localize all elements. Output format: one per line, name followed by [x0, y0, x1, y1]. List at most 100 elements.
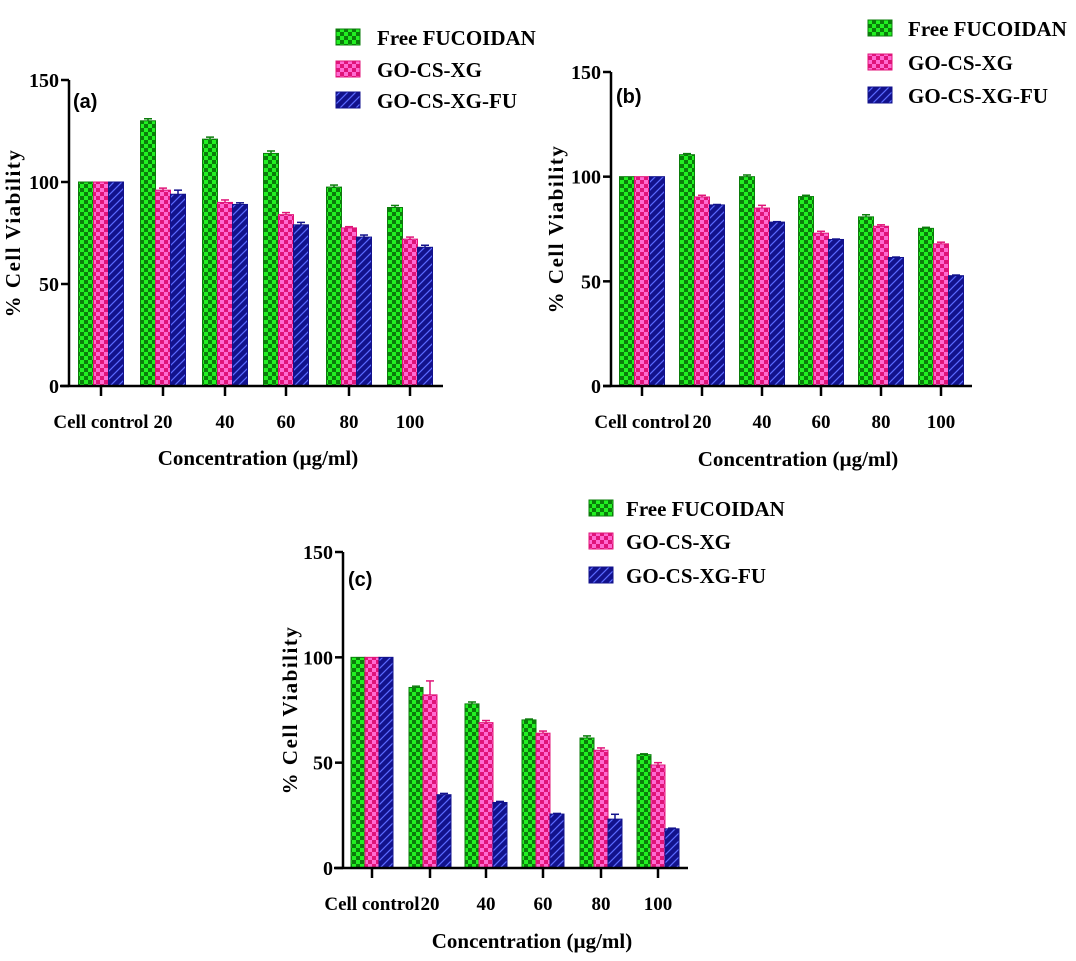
bar-go-cs-xg-fu-100 — [948, 275, 964, 387]
bar-go-cs-xg-100 — [402, 238, 418, 387]
panel-label: (b) — [616, 86, 642, 108]
y-axis-title: % Cell Viability — [1, 149, 25, 318]
bar-go-cs-xg-cell-control — [93, 181, 109, 387]
legend-label: GO-CS-XG-FU — [908, 84, 1048, 108]
legend-swatch-2 — [588, 566, 614, 584]
legend-label: GO-CS-XG-FU — [377, 89, 517, 113]
bar-free-fucoidan-80 — [858, 216, 874, 387]
y-tick-label: 150 — [303, 542, 333, 564]
x-tick-label: 100 — [396, 412, 425, 433]
panel-label: (c) — [348, 569, 372, 591]
legend-swatch-1 — [335, 60, 361, 78]
bar-go-cs-xg-80 — [873, 225, 889, 387]
legend-swatch-1 — [588, 532, 614, 550]
bar-go-cs-xg-fu-cell-control — [108, 181, 124, 387]
legend-swatch-0 — [588, 499, 614, 517]
bar-go-cs-xg-fu-80 — [607, 818, 623, 869]
bar-free-fucoidan-60 — [263, 152, 279, 387]
legend-label: Free FUCOIDAN — [377, 26, 536, 50]
bar-go-cs-xg-fu-20 — [436, 794, 452, 869]
x-tick-label: Cell control — [594, 412, 689, 433]
bar-go-cs-xg-fu-80 — [356, 236, 372, 387]
legend-swatch-2 — [335, 91, 361, 109]
legend-swatch-0 — [867, 19, 893, 37]
bar-free-fucoidan-80 — [579, 737, 595, 869]
chart-panel-c: 0 50 100 150 Cell control 20 40 60 80 100 Concentr… — [278, 497, 785, 953]
y-axis-title: % Cell Viability — [544, 145, 568, 314]
y-axis-title: % Cell Viability — [278, 626, 302, 795]
y-tick-label: 0 — [49, 376, 59, 398]
x-axis-title: Concentration (µg/ml) — [158, 446, 358, 470]
y-tick-label: 100 — [303, 647, 333, 669]
legend-swatch-2 — [867, 86, 893, 104]
bar-free-fucoidan-cell-control — [619, 176, 635, 387]
bar-go-cs-xg-40 — [478, 722, 494, 869]
x-tick-label: 40 — [753, 412, 772, 433]
y-tick-label: 50 — [581, 271, 601, 293]
x-tick-label: 100 — [927, 412, 956, 433]
bar-go-cs-xg-fu-cell-control — [378, 656, 394, 869]
y-tick-label: 50 — [39, 274, 59, 296]
bar-free-fucoidan-20 — [140, 120, 156, 387]
bar-free-fucoidan-40 — [202, 138, 218, 387]
bar-free-fucoidan-cell-control — [350, 656, 366, 869]
bar-free-fucoidan-100 — [387, 207, 403, 387]
bar-free-fucoidan-20 — [679, 154, 695, 387]
bar-go-cs-xg-fu-60 — [293, 224, 309, 387]
bar-go-cs-xg-fu-40 — [492, 801, 508, 869]
x-tick-label: 80 — [340, 412, 359, 433]
bar-free-fucoidan-100 — [918, 227, 934, 387]
legend: Free FUCOIDAN GO-CS-XG GO-CS-XG-FU — [335, 26, 536, 113]
bar-go-cs-xg-cell-control — [634, 176, 650, 387]
bar-go-cs-xg-fu-80 — [888, 256, 904, 387]
bar-go-cs-xg-80 — [341, 227, 357, 387]
bar-go-cs-xg-100 — [933, 243, 949, 387]
legend-swatch-0 — [335, 28, 361, 46]
bar-free-fucoidan-cell-control — [78, 181, 94, 387]
legend-label: Free FUCOIDAN — [626, 497, 785, 521]
bar-go-cs-xg-fu-100 — [664, 828, 680, 869]
bar-go-cs-xg-80 — [593, 749, 609, 869]
bar-go-cs-xg-20 — [155, 189, 171, 387]
x-tick-label: 60 — [277, 412, 296, 433]
x-tick-label: 60 — [812, 412, 831, 433]
bar-go-cs-xg-60 — [813, 232, 829, 387]
x-tick-label: 40 — [216, 412, 235, 433]
y-tick-label: 100 — [29, 172, 59, 194]
legend-label: GO-CS-XG — [377, 58, 482, 82]
x-axis-title: Concentration (µg/ml) — [698, 447, 898, 471]
x-tick-label: 20 — [421, 894, 440, 915]
y-tick-label: 150 — [571, 62, 601, 84]
bar-free-fucoidan-40 — [739, 176, 755, 387]
bar-go-cs-xg-60 — [535, 732, 551, 869]
y-tick-label: 0 — [323, 858, 333, 880]
bar-go-cs-xg-fu-20 — [709, 204, 725, 387]
bar-go-cs-xg-20 — [694, 196, 710, 387]
x-tick-label: 80 — [872, 412, 891, 433]
bar-go-cs-xg-40 — [217, 201, 233, 387]
x-tick-label: Cell control — [53, 412, 148, 433]
bar-go-cs-xg-fu-100 — [417, 246, 433, 387]
x-tick-label: Cell control — [324, 894, 419, 915]
x-axis-title: Concentration (µg/ml) — [432, 929, 632, 953]
bar-free-fucoidan-20 — [408, 686, 424, 869]
legend-swatch-1 — [867, 53, 893, 71]
bar-go-cs-xg-fu-60 — [549, 813, 565, 869]
legend-label: GO-CS-XG-FU — [626, 564, 766, 588]
bar-go-cs-xg-100 — [650, 764, 666, 869]
bar-go-cs-xg-cell-control — [364, 656, 380, 869]
legend-label: GO-CS-XG — [908, 51, 1013, 75]
bar-go-cs-xg-fu-40 — [769, 221, 785, 387]
bar-go-cs-xg-fu-cell-control — [649, 176, 665, 387]
legend: Free FUCOIDAN GO-CS-XG GO-CS-XG-FU — [867, 17, 1067, 108]
bar-go-cs-xg-60 — [278, 214, 294, 387]
bar-free-fucoidan-60 — [798, 196, 814, 387]
bar-free-fucoidan-40 — [464, 703, 480, 869]
x-tick-label: 20 — [693, 412, 712, 433]
x-tick-label: 100 — [644, 894, 673, 915]
bar-free-fucoidan-80 — [326, 186, 342, 387]
bar-go-cs-xg-fu-60 — [828, 238, 844, 387]
x-tick-label: 80 — [592, 894, 611, 915]
chart-panel-b: 0 50 100 150 Cell control 20 40 60 80 100 Concentr… — [544, 17, 1067, 471]
